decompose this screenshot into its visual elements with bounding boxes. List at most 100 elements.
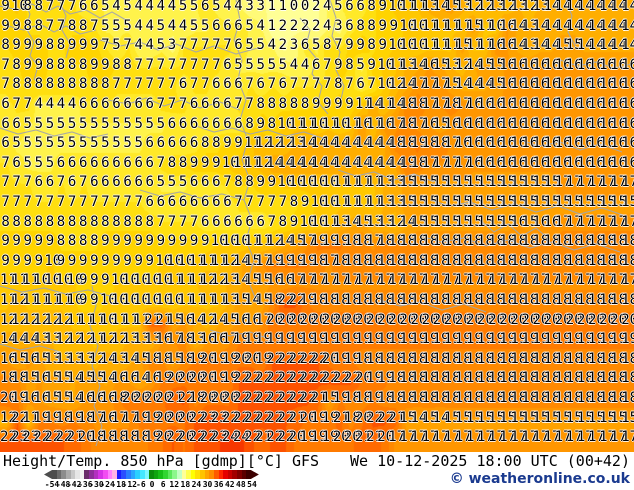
scale-swatch — [158, 470, 163, 479]
temperature-value: 16 — [610, 96, 628, 112]
temperature-value: 8 — [67, 17, 77, 34]
temperature-value: 18 — [343, 233, 361, 250]
temperature-value: 6 — [78, 96, 88, 112]
temperature-value: 16 — [565, 115, 583, 132]
temperature-value: 22 — [199, 429, 217, 446]
temperature-value: 15 — [465, 409, 483, 426]
temperature-value: 1 — [278, 0, 288, 14]
temperature-value: 2 — [278, 37, 288, 54]
forecast-map[interactable]: 9108 8 7 7 7 6 6 5 4 5 4 4 4 4 5 5 6 5 4 4 3 3 1 1 0 0 2 4 5 6 6 8 91011… — [0, 0, 634, 452]
temperature-value: 11 — [122, 311, 139, 328]
temperature-value: 11 — [244, 135, 261, 152]
temperature-value: 8 — [34, 213, 44, 230]
temperature-value: 12 — [110, 331, 128, 348]
temperature-value: 7 — [156, 76, 166, 93]
temperature-value: 15 — [532, 409, 550, 426]
temperature-value: 6 — [67, 154, 77, 171]
temperature-value: 9 — [1, 17, 10, 34]
temperature-value: 15 — [166, 350, 184, 367]
temperature-value: 8 — [12, 56, 21, 73]
temperature-value: 18 — [599, 233, 616, 250]
scale-tick-label: 48 — [236, 480, 246, 489]
temperature-value: 14 — [576, 0, 594, 14]
temperature-value: 22 — [277, 429, 295, 446]
temperature-value: 15 — [488, 194, 505, 210]
temperature-value: 14 — [22, 331, 40, 348]
temperature-value: 7 — [123, 194, 132, 210]
temperature-value-row: 8 8 8 8 8 8 8 8 8 8 8 8 8 8 7 7 7 7 6 6 6 6 6 6 7 8 91010111314151… — [0, 212, 634, 232]
temperature-value: 10 — [377, 56, 395, 73]
scale-swatch — [102, 470, 108, 479]
temperature-value: 3 — [289, 37, 299, 54]
temperature-value: 9 — [212, 154, 221, 171]
temperature-value: 17 — [321, 252, 339, 269]
temperature-value: 9 — [1, 0, 10, 14]
temperature-value: 20 — [299, 409, 317, 426]
temperature-value: 13 — [122, 331, 139, 348]
temperature-value: 12 — [44, 311, 62, 328]
temperature-value: 6 — [178, 135, 188, 152]
temperature-value: 0 — [300, 0, 310, 14]
temperature-value: 6 — [134, 174, 143, 191]
copyright-notice[interactable]: © weatheronline.co.uk — [450, 471, 630, 488]
temperature-value: 14 — [299, 154, 317, 171]
temperature-value: 18 — [488, 350, 505, 367]
temperature-value: 16 — [543, 135, 561, 152]
temperature-value: 16 — [177, 311, 195, 328]
temperature-value: 8 — [123, 56, 132, 73]
temperature-value: 9 — [78, 37, 88, 54]
temperature-value: 22 — [177, 390, 195, 406]
temperature-value: 12 — [266, 233, 284, 250]
temperature-value: 16 — [621, 154, 634, 171]
temperature-value: 9 — [12, 233, 21, 250]
temperature-value: 6 — [201, 96, 210, 112]
temperature-value: 10 — [277, 174, 295, 191]
temperature-value: 6 — [212, 115, 221, 132]
temperature-value: 20 — [388, 311, 406, 328]
temperature-value-row: 7 8 9 9 8 8 8 8 9 9 8 8 7 7 7 7 7 7 7 7 6 5 5 5 5 5 4 4 6 7 9 8 5 9101113… — [0, 55, 634, 75]
temperature-value: 15 — [255, 272, 273, 289]
temperature-value: 19 — [332, 390, 350, 406]
temperature-value: 8 — [90, 76, 99, 93]
temperature-value: 12 — [88, 350, 106, 367]
temperature-value-row: 7 8 8 8 8 8 8 8 8 8 7 7 7 7 7 7 6 7 7 6 6 6 7 6 7 6 7 7 7 7 8 7 6 7101214… — [0, 74, 634, 94]
temperature-value: 18 — [465, 350, 483, 367]
temperature-value: 16 — [22, 390, 40, 406]
temperature-value: 16 — [554, 115, 572, 132]
temperature-value: 22 — [0, 429, 17, 446]
scale-swatch — [84, 470, 89, 479]
temperature-value: 14 — [0, 331, 17, 348]
temperature-value: 18 — [343, 409, 361, 426]
temperature-value: 11 — [88, 311, 106, 328]
temperature-value: 20 — [277, 311, 295, 328]
temperature-value: 9 — [67, 252, 77, 269]
temperature-value: 9 — [34, 233, 44, 250]
temperature-value: 12 — [221, 252, 239, 269]
temperature-value: 18 — [543, 252, 561, 269]
temperature-value: 19 — [432, 331, 450, 348]
temperature-value: 15 — [410, 174, 428, 191]
temperature-value: 8 — [123, 213, 132, 230]
temperature-value: 4 — [267, 37, 277, 54]
temperature-value: 10 — [133, 292, 150, 308]
temperature-value: 5 — [101, 17, 110, 34]
temperature-value: 20 — [366, 311, 383, 328]
temperature-value: 18 — [366, 292, 383, 308]
temperature-value: 18 — [399, 135, 417, 152]
temperature-value: 22 — [366, 409, 383, 426]
temperature-value: 22 — [310, 370, 328, 387]
temperature-value: 6 — [90, 154, 99, 171]
temperature-value: 17 — [399, 272, 417, 289]
temperature-value: 13 — [377, 174, 395, 191]
temperature-value: 6 — [145, 174, 154, 191]
temperature-value: 8 — [289, 96, 299, 112]
temperature-value: 14 — [621, 17, 634, 34]
temperature-value: 14 — [587, 17, 605, 34]
temperature-value: 17 — [499, 272, 517, 289]
temperature-value: 3 — [334, 17, 343, 34]
temperature-value: 10 — [99, 292, 117, 308]
temperature-value: 6 — [167, 194, 177, 210]
temperature-value: 7 — [189, 213, 199, 230]
temperature-value: 18 — [587, 292, 605, 308]
temperature-value: 18 — [421, 350, 439, 367]
